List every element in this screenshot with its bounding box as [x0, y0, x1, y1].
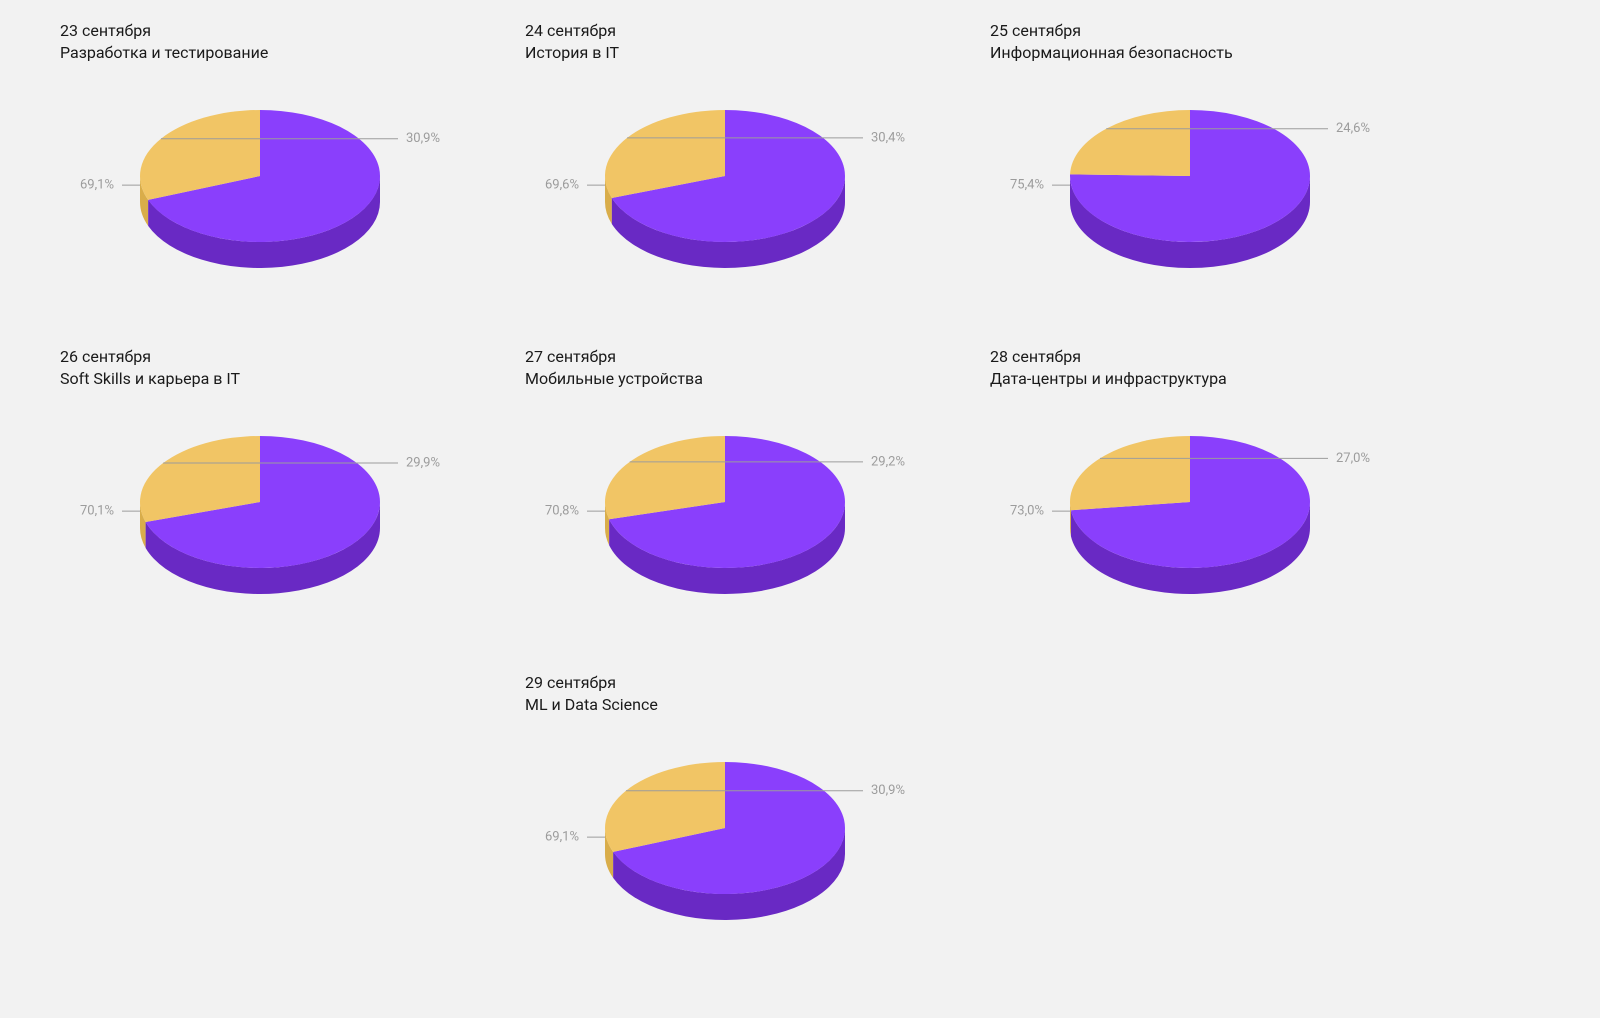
- slice-percent-label: 73,0%: [1010, 504, 1044, 519]
- chart-title: 27 сентябряМобильные устройства: [525, 346, 703, 389]
- chart-cell: 26 сентябряSoft Skills и карьера в IT70,…: [30, 338, 530, 648]
- chart-topic: Информационная безопасность: [990, 42, 1233, 64]
- pie-chart: 69,1% 30,9%: [60, 64, 490, 294]
- slice-percent-label: 29,2%: [871, 454, 905, 469]
- slice-percent-label: 29,9%: [406, 455, 440, 470]
- pie-slice-top: [1070, 436, 1190, 510]
- slice-percent-label: 75,4%: [1010, 178, 1044, 193]
- slice-percent-label: 69,1%: [545, 830, 579, 845]
- chart-date: 23 сентября: [60, 20, 268, 42]
- slice-percent-label: 24,6%: [1336, 121, 1370, 136]
- chart-cell: 28 сентябряДата-центры и инфраструктура7…: [960, 338, 1460, 648]
- slice-percent-label: 69,6%: [545, 178, 579, 193]
- slice-percent-label: 30,9%: [871, 783, 905, 798]
- chart-date: 25 сентября: [990, 20, 1233, 42]
- chart-cell: 29 сентябряML и Data Science 69,1% 30,9%: [495, 664, 995, 974]
- chart-date: 24 сентября: [525, 20, 619, 42]
- pie-slice-top: [1070, 110, 1190, 176]
- pie-chart: 73,0% 27,0%: [990, 390, 1420, 620]
- chart-date: 26 сентября: [60, 346, 240, 368]
- chart-cell: 23 сентябряРазработка и тестирование69,1…: [30, 12, 530, 322]
- chart-topic: Дата-центры и инфраструктура: [990, 368, 1227, 390]
- chart-topic: ML и Data Science: [525, 694, 658, 716]
- chart-title: 25 сентябряИнформационная безопасность: [990, 20, 1233, 63]
- chart-topic: Разработка и тестирование: [60, 42, 268, 64]
- chart-cell: 27 сентябряМобильные устройства 70,8% 29,2…: [495, 338, 995, 648]
- chart-title: 28 сентябряДата-центры и инфраструктура: [990, 346, 1227, 389]
- slice-percent-label: 70,8%: [545, 504, 579, 519]
- chart-grid: 23 сентябряРазработка и тестирование69,1…: [0, 0, 1600, 1018]
- slice-percent-label: 30,9%: [406, 131, 440, 146]
- chart-title: 23 сентябряРазработка и тестирование: [60, 20, 268, 63]
- chart-date: 28 сентября: [990, 346, 1227, 368]
- chart-topic: История в IT: [525, 42, 619, 64]
- pie-chart: 69,1% 30,9%: [525, 716, 955, 946]
- chart-cell: 24 сентябряИстория в IT 69,6% 30,4%: [495, 12, 995, 322]
- chart-date: 27 сентября: [525, 346, 703, 368]
- chart-cell: 25 сентябряИнформационная безопасность75…: [960, 12, 1460, 322]
- chart-title: 26 сентябряSoft Skills и карьера в IT: [60, 346, 240, 389]
- chart-topic: Мобильные устройства: [525, 368, 703, 390]
- slice-percent-label: 69,1%: [80, 178, 114, 193]
- pie-chart: 70,8% 29,2%: [525, 390, 955, 620]
- slice-percent-label: 30,4%: [871, 130, 905, 145]
- chart-topic: Soft Skills и карьера в IT: [60, 368, 240, 390]
- pie-chart: 70,1% 29,9%: [60, 390, 490, 620]
- chart-title: 24 сентябряИстория в IT: [525, 20, 619, 63]
- slice-percent-label: 27,0%: [1336, 451, 1370, 466]
- chart-title: 29 сентябряML и Data Science: [525, 672, 658, 715]
- pie-chart: 69,6% 30,4%: [525, 64, 955, 294]
- chart-date: 29 сентября: [525, 672, 658, 694]
- pie-chart: 75,4% 24,6%: [990, 64, 1420, 294]
- slice-percent-label: 70,1%: [80, 504, 114, 519]
